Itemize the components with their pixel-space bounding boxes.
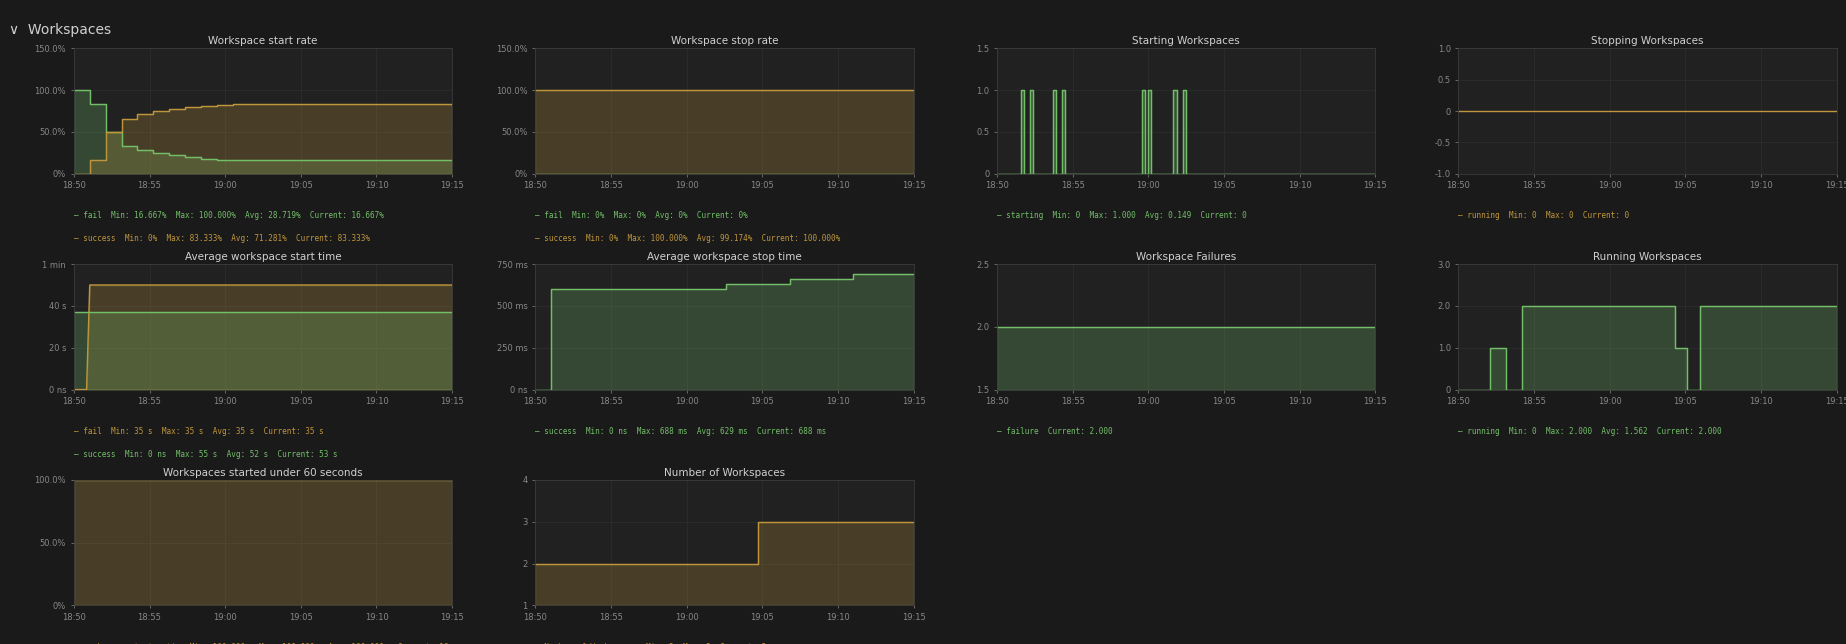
- Text: — workspace start ratio  Min: 100.000%  Max: 100.000%  Avg: 100.000%  Current: 1: — workspace start ratio Min: 100.000% Ma…: [74, 643, 452, 644]
- Text: ∨  Workspaces: ∨ Workspaces: [9, 23, 111, 37]
- Text: — success  Min: 0%  Max: 83.333%  Avg: 71.281%  Current: 83.333%: — success Min: 0% Max: 83.333% Avg: 71.2…: [74, 234, 369, 243]
- Text: — failure  Current: 2.000: — failure Current: 2.000: [997, 427, 1113, 436]
- Text: — fail  Min: 0%  Max: 0%  Avg: 0%  Current: 0%: — fail Min: 0% Max: 0% Avg: 0% Current: …: [535, 211, 748, 220]
- Text: — success  Min: 0 ns  Max: 55 s  Avg: 52 s  Current: 53 s: — success Min: 0 ns Max: 55 s Avg: 52 s …: [74, 450, 338, 459]
- Title: Stopping Workspaces: Stopping Workspaces: [1591, 36, 1704, 46]
- Text: — Number of Workspaces  Min: 2  Max: 3  Current: 3: — Number of Workspaces Min: 2 Max: 3 Cur…: [535, 643, 766, 644]
- Text: — running  Min: 0  Max: 2.000  Avg: 1.562  Current: 2.000: — running Min: 0 Max: 2.000 Avg: 1.562 C…: [1458, 427, 1722, 436]
- Title: Average workspace stop time: Average workspace stop time: [648, 252, 801, 262]
- Title: Workspace stop rate: Workspace stop rate: [670, 36, 779, 46]
- Title: Running Workspaces: Running Workspaces: [1593, 252, 1702, 262]
- Text: — success  Min: 0%  Max: 100.000%  Avg: 99.174%  Current: 100.000%: — success Min: 0% Max: 100.000% Avg: 99.…: [535, 234, 840, 243]
- Text: — starting  Min: 0  Max: 1.000  Avg: 0.149  Current: 0: — starting Min: 0 Max: 1.000 Avg: 0.149 …: [997, 211, 1246, 220]
- Title: Starting Workspaces: Starting Workspaces: [1132, 36, 1241, 46]
- Title: Average workspace start time: Average workspace start time: [185, 252, 342, 262]
- Text: — fail  Min: 35 s  Max: 35 s  Avg: 35 s  Current: 35 s: — fail Min: 35 s Max: 35 s Avg: 35 s Cur…: [74, 427, 323, 436]
- Text: — running  Min: 0  Max: 0  Current: 0: — running Min: 0 Max: 0 Current: 0: [1458, 211, 1630, 220]
- Title: Workspace start rate: Workspace start rate: [209, 36, 318, 46]
- Text: — success  Min: 0 ns  Max: 688 ms  Avg: 629 ms  Current: 688 ms: — success Min: 0 ns Max: 688 ms Avg: 629…: [535, 427, 827, 436]
- Text: — fail  Min: 16.667%  Max: 100.000%  Avg: 28.719%  Current: 16.667%: — fail Min: 16.667% Max: 100.000% Avg: 2…: [74, 211, 384, 220]
- Title: Number of Workspaces: Number of Workspaces: [665, 468, 785, 478]
- Title: Workspace Failures: Workspace Failures: [1135, 252, 1237, 262]
- Title: Workspaces started under 60 seconds: Workspaces started under 60 seconds: [162, 468, 364, 478]
